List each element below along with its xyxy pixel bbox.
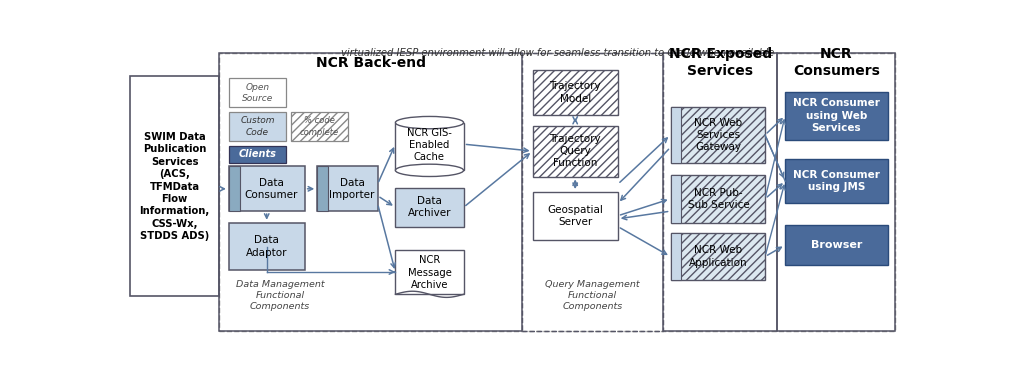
Text: Data
Adaptor: Data Adaptor: [246, 235, 288, 258]
FancyBboxPatch shape: [532, 192, 617, 240]
Text: Data Management
Functional
Components: Data Management Functional Components: [236, 280, 325, 312]
FancyBboxPatch shape: [228, 78, 286, 107]
FancyBboxPatch shape: [228, 146, 286, 163]
Text: Data
Archiver: Data Archiver: [408, 196, 452, 218]
FancyBboxPatch shape: [317, 166, 328, 211]
FancyBboxPatch shape: [395, 188, 464, 226]
Text: Custom
Code: Custom Code: [241, 116, 274, 136]
Ellipse shape: [395, 116, 464, 129]
Ellipse shape: [395, 164, 464, 176]
Text: NCR
Consumers: NCR Consumers: [793, 47, 880, 78]
Text: virtualized IESP environment will allow for seamless transition to Cloud when av: virtualized IESP environment will allow …: [341, 48, 774, 57]
FancyBboxPatch shape: [228, 166, 240, 211]
FancyBboxPatch shape: [671, 175, 681, 223]
FancyBboxPatch shape: [671, 233, 681, 280]
Text: NCR Web
Services
Gateway: NCR Web Services Gateway: [694, 117, 742, 152]
Text: Clients: Clients: [239, 149, 276, 159]
FancyBboxPatch shape: [228, 166, 305, 211]
Text: Browser: Browser: [811, 240, 862, 250]
FancyBboxPatch shape: [532, 70, 617, 115]
Text: Open
Source: Open Source: [242, 82, 273, 103]
FancyBboxPatch shape: [130, 76, 219, 296]
Text: Data
Consumer: Data Consumer: [245, 177, 298, 200]
FancyBboxPatch shape: [785, 225, 888, 265]
Text: Query Management
Functional
Components: Query Management Functional Components: [545, 280, 640, 312]
Text: Trajectory
Model: Trajectory Model: [549, 81, 601, 104]
Text: NCR Back-end: NCR Back-end: [315, 55, 426, 70]
Text: NCR GIS-
Enabled
Cache: NCR GIS- Enabled Cache: [407, 128, 452, 162]
FancyBboxPatch shape: [291, 112, 348, 141]
Text: Geospatial
Server: Geospatial Server: [547, 204, 603, 227]
Text: NCR Exposed
Services: NCR Exposed Services: [669, 47, 772, 78]
FancyBboxPatch shape: [228, 223, 305, 271]
FancyBboxPatch shape: [395, 250, 464, 294]
FancyBboxPatch shape: [785, 92, 888, 139]
FancyBboxPatch shape: [532, 126, 617, 176]
Text: Trajectory
Query
Function: Trajectory Query Function: [549, 134, 601, 168]
FancyBboxPatch shape: [395, 123, 464, 170]
Text: SWIM Data
Publication
Services
(ACS,
TFMData
Flow
Information,
CSS-Wx,
STDDS ADS: SWIM Data Publication Services (ACS, TFM…: [139, 132, 210, 241]
FancyBboxPatch shape: [671, 107, 765, 163]
Text: Data
Importer: Data Importer: [330, 177, 375, 200]
Text: NCR Consumer
using JMS: NCR Consumer using JMS: [793, 170, 880, 192]
Text: NCR Pub-
Sub Service: NCR Pub- Sub Service: [688, 188, 750, 210]
Text: NCR Consumer
using Web
Services: NCR Consumer using Web Services: [793, 98, 880, 133]
FancyBboxPatch shape: [671, 107, 681, 163]
Text: NCR Web
Application: NCR Web Application: [689, 245, 748, 268]
FancyBboxPatch shape: [671, 175, 765, 223]
FancyBboxPatch shape: [317, 166, 378, 211]
FancyBboxPatch shape: [785, 159, 888, 203]
Text: NCR
Message
Archive: NCR Message Archive: [408, 255, 452, 290]
Text: % code
complete: % code complete: [300, 116, 339, 136]
FancyBboxPatch shape: [671, 233, 765, 280]
FancyBboxPatch shape: [228, 112, 286, 141]
